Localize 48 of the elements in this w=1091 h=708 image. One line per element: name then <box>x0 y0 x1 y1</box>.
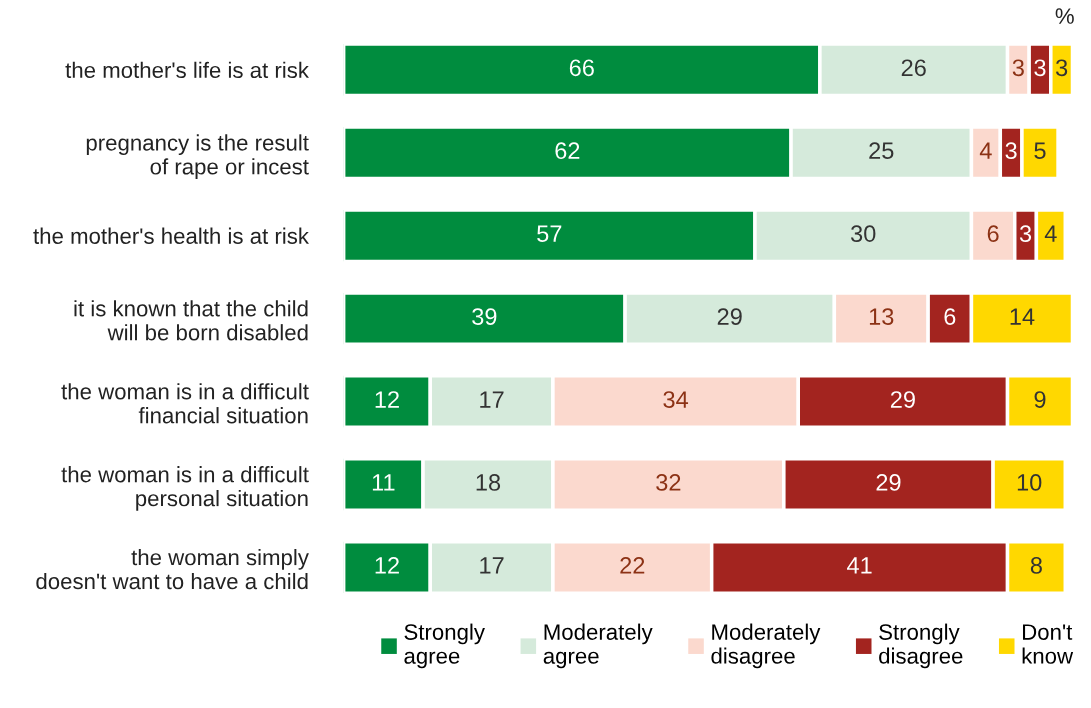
data-label: 41 <box>847 557 872 574</box>
data-label: 12 <box>375 557 399 574</box>
data-label: 29 <box>876 474 901 491</box>
legend-label: Strongly disagree <box>879 623 963 669</box>
data-label: 3 <box>1012 59 1024 77</box>
data-label: 3 <box>1005 142 1017 160</box>
data-label: 6 <box>987 225 999 242</box>
data-label: 30 <box>850 225 876 242</box>
data-label: 29 <box>717 308 742 325</box>
data-label: 25 <box>869 142 894 160</box>
data-label: 4 <box>979 142 992 159</box>
data-label: 3 <box>1034 59 1046 77</box>
data-label: 13 <box>869 308 894 325</box>
data-label: 32 <box>656 474 681 491</box>
y-tick-label: it is known that the child will be born disabled <box>74 300 308 341</box>
data-label: 6 <box>944 308 956 325</box>
legend-label: Strongly agree <box>404 623 485 669</box>
data-label: 66 <box>569 59 594 77</box>
data-label: 34 <box>663 391 689 408</box>
data-label: 14 <box>1010 308 1035 325</box>
data-label: 57 <box>537 225 562 242</box>
data-label: 29 <box>890 391 915 408</box>
y-tick-label: pregnancy is the result of rape or incest <box>86 134 309 179</box>
y-tick-label: the woman simply doesn't want to have a child <box>36 549 309 590</box>
y-tick-label: the mother's life is at risk <box>65 61 309 79</box>
y-tick-label: the mother's health is at risk <box>33 227 309 244</box>
data-label: 11 <box>372 474 395 491</box>
data-label: 8 <box>1030 557 1042 574</box>
data-label: 22 <box>620 557 645 574</box>
data-label: 9 <box>1034 391 1046 408</box>
data-label: 17 <box>480 557 504 574</box>
data-label: 39 <box>472 308 497 325</box>
y-tick-label: the woman is in a difficult personal situation <box>61 466 309 511</box>
data-label: 26 <box>901 59 926 77</box>
data-label: 3 <box>1055 59 1068 77</box>
data-label: 3 <box>1019 225 1032 242</box>
legend-label: Don't know <box>1022 624 1074 664</box>
data-label: 17 <box>480 391 504 408</box>
legend-label: Moderately disagree <box>711 623 821 669</box>
data-label: 62 <box>555 142 580 160</box>
data-label: 10 <box>1017 474 1042 491</box>
legend-label: Moderately agree <box>543 623 653 669</box>
data-label: 12 <box>375 391 399 408</box>
data-label: 4 <box>1044 225 1057 242</box>
text: % <box>1055 8 1074 24</box>
data-label: 5 <box>1034 142 1046 160</box>
y-tick-label: the woman is in a difficult financial situation <box>61 383 309 424</box>
data-label: 18 <box>476 474 501 491</box>
